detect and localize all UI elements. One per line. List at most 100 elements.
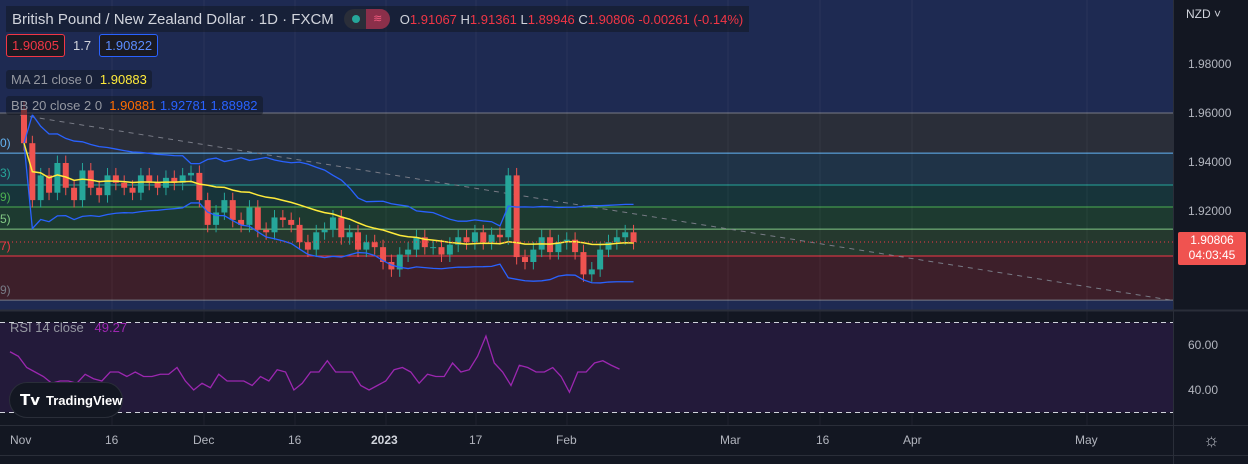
market-open-icon: [351, 15, 360, 23]
candle-body: [430, 247, 437, 249]
candle-body: [371, 242, 378, 248]
candle-body: [288, 219, 295, 225]
time-tick: Dec: [193, 433, 215, 447]
tradingview-logo[interactable]: 𝗧𝘃 TradingView: [9, 382, 123, 418]
rsi-line: [9, 334, 620, 394]
spread: 1.7: [73, 38, 92, 53]
candle-body: [87, 170, 94, 188]
candle-body: [54, 163, 61, 193]
candle-body: [21, 108, 27, 144]
candle-body: [588, 269, 595, 275]
candle-body: [137, 175, 144, 193]
candle-body: [129, 187, 136, 193]
sell-button[interactable]: 1.90805: [6, 34, 65, 57]
fib-band: [0, 256, 1173, 301]
time-tick: Mar: [720, 433, 741, 447]
bb-legend[interactable]: BB 20 close 2 0 1.90881 1.92781 1.88982: [6, 96, 263, 115]
candle-body: [221, 200, 228, 213]
time-tick: Nov: [10, 433, 32, 447]
candle-body: [171, 177, 178, 183]
fib-level-label: 9): [0, 283, 11, 297]
candle-body: [405, 249, 412, 255]
fib-level-label: 7): [0, 239, 11, 253]
candle-body: [229, 200, 236, 220]
candle-body: [563, 239, 570, 243]
candle-body: [263, 229, 270, 233]
rsi-legend[interactable]: RSI 14 close 49.27: [10, 320, 128, 335]
ma-legend[interactable]: MA 21 close 0 1.90883: [6, 70, 152, 89]
candle-body: [605, 242, 612, 250]
candle-body: [62, 163, 69, 188]
ma-line: [23, 142, 634, 246]
time-tick: 17: [469, 433, 483, 447]
candle-body: [213, 212, 220, 225]
bb-upper-line: [23, 113, 634, 227]
candle-body: [380, 247, 387, 262]
candle-body: [304, 242, 311, 250]
fib-level-label: 9): [0, 190, 11, 204]
fib-level-label: 3): [0, 166, 11, 180]
candle-body: [480, 232, 487, 243]
symbol-title[interactable]: British Pound / New Zealand Dollar · 1D …: [12, 10, 334, 28]
fib-band: [0, 113, 1173, 154]
time-tick: Apr: [903, 433, 922, 447]
candle-body: [246, 207, 253, 225]
candle-body: [121, 182, 128, 188]
time-tick: 2023: [371, 433, 398, 447]
candle-body: [46, 175, 53, 193]
time-tick: May: [1075, 433, 1098, 447]
candle-body: [271, 217, 278, 233]
candle-body: [580, 252, 587, 275]
candle-body: [79, 170, 86, 201]
candle-body: [471, 232, 478, 243]
rsi-tick: 40.00: [1188, 383, 1219, 397]
candle-body: [355, 232, 361, 250]
time-tick: 16: [816, 433, 830, 447]
candle-body: [496, 234, 503, 238]
candle-body: [154, 182, 161, 188]
currency-selector[interactable]: NZD ˅: [1186, 7, 1222, 21]
candle-body: [522, 257, 528, 262]
candle-body: [463, 237, 470, 243]
candle-body: [112, 175, 119, 183]
time-tick: Feb: [556, 433, 577, 447]
candle-body: [321, 229, 328, 233]
price-tick: 1.96000: [1188, 106, 1232, 120]
candle-body: [613, 237, 620, 243]
candle-body: [530, 249, 537, 262]
rsi-band-bg: [0, 322, 1173, 413]
fib-level-label: 0): [0, 136, 11, 150]
candle-body: [188, 172, 194, 176]
time-tick: 16: [105, 433, 119, 447]
price-tick: 1.94000: [1188, 155, 1232, 169]
price-tick: 1.98000: [1188, 57, 1232, 71]
candle-body: [396, 254, 403, 270]
candle-body: [296, 224, 303, 243]
candle-body: [179, 175, 186, 183]
candle-body: [279, 217, 286, 220]
candle-body: [455, 237, 462, 245]
buy-button[interactable]: 1.90822: [99, 34, 159, 57]
rsi-tick: 60.00: [1188, 338, 1219, 352]
candle-body: [513, 175, 520, 258]
candle-body: [363, 242, 370, 250]
candle-body: [413, 237, 420, 250]
ohlc-values: O1.91067 H1.91361 L1.89946 C1.90806 -0.0…: [399, 11, 744, 27]
candle-body: [196, 172, 203, 201]
settings-gear-icon[interactable]: ☼: [1203, 430, 1220, 450]
last-price-label: 1.90806 04:03:45: [1178, 232, 1246, 265]
candle-body: [313, 232, 320, 250]
fib-band: [0, 229, 1173, 257]
candle-body: [630, 232, 637, 243]
data-status-icon: ≋: [365, 9, 390, 29]
candle-body: [96, 187, 103, 196]
candle-body: [329, 217, 336, 230]
candle-body: [104, 175, 111, 196]
market-status-toggle[interactable]: ≋: [343, 9, 390, 29]
candle-body: [488, 234, 495, 243]
candle-body: [71, 187, 78, 201]
price-tick: 1.92000: [1188, 204, 1232, 218]
candle-body: [555, 242, 562, 253]
candle-body: [338, 217, 345, 238]
